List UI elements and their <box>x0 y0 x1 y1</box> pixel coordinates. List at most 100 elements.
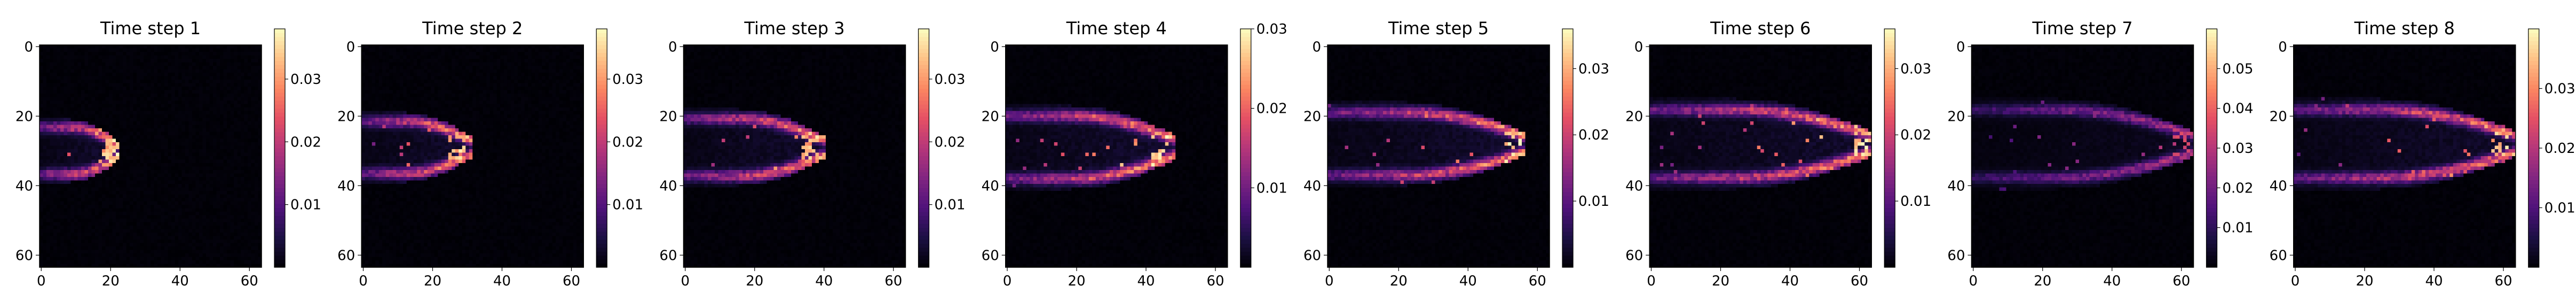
heatmap-cell <box>161 80 165 83</box>
heatmap-cell <box>140 198 144 202</box>
heatmap-cell <box>53 107 57 111</box>
heatmap-cell <box>50 56 54 59</box>
heatmap-cell <box>206 118 210 122</box>
heatmap-cell <box>407 66 410 70</box>
heatmap-cell <box>92 128 96 132</box>
heatmap-cell <box>210 97 214 101</box>
heatmap-cell <box>231 128 234 132</box>
heatmap-cell <box>238 83 241 87</box>
heatmap-cell <box>507 76 511 80</box>
heatmap-cell <box>196 125 200 129</box>
heatmap-cell <box>43 80 47 83</box>
heatmap-cell <box>220 49 224 52</box>
heatmap-cell <box>535 80 539 83</box>
heatmap-cell <box>251 257 255 261</box>
heatmap-cell <box>570 63 573 66</box>
heatmap-cell <box>192 101 196 104</box>
heatmap-cell <box>74 94 78 97</box>
heatmap-cell <box>88 202 92 205</box>
heatmap-cell <box>493 70 497 73</box>
heatmap-cell <box>43 177 47 181</box>
colorbar-swatch <box>274 124 285 128</box>
heatmap-cell <box>71 236 75 240</box>
heatmap-cell <box>147 236 151 240</box>
heatmap-cell <box>39 107 43 111</box>
heatmap-cell <box>514 83 518 87</box>
heatmap-cell <box>109 198 113 202</box>
heatmap-cell <box>213 215 217 219</box>
heatmap-cell <box>248 184 251 188</box>
heatmap-cell <box>525 56 528 59</box>
heatmap-cell <box>140 94 144 97</box>
heatmap-cell <box>486 70 490 73</box>
heatmap-cell <box>157 156 161 160</box>
heatmap-cell <box>161 94 165 97</box>
heatmap-cell <box>372 87 376 90</box>
heatmap-cell <box>244 101 248 104</box>
heatmap-cell <box>133 195 137 198</box>
heatmap-cell <box>85 174 89 177</box>
heatmap-cell <box>120 222 123 226</box>
heatmap-cell <box>161 229 165 233</box>
heatmap-cell <box>168 226 172 229</box>
heatmap-cell <box>231 66 234 70</box>
heatmap-cell <box>479 59 483 63</box>
heatmap-cell <box>224 226 227 229</box>
heatmap-cell <box>431 59 434 63</box>
heatmap-cell <box>539 80 542 83</box>
heatmap-cell <box>244 215 248 219</box>
heatmap-cell <box>127 107 130 111</box>
heatmap-cell <box>227 233 231 236</box>
heatmap-cell <box>178 174 182 177</box>
heatmap-cell <box>244 83 248 87</box>
heatmap-cell <box>144 76 147 80</box>
heatmap-cell <box>199 66 203 70</box>
heatmap-cell <box>157 236 161 240</box>
heatmap-cell <box>95 219 99 222</box>
heatmap-cell <box>144 167 147 171</box>
heatmap-cell <box>116 205 120 209</box>
heatmap-cell <box>39 229 43 233</box>
heatmap-cell <box>248 101 251 104</box>
heatmap-cell <box>455 83 459 87</box>
heatmap-cell <box>382 70 386 73</box>
colorbar-swatch <box>274 256 285 260</box>
heatmap-cell <box>120 149 123 153</box>
heatmap-cell <box>185 118 189 122</box>
heatmap-cell <box>85 243 89 247</box>
heatmap-cell <box>424 49 428 52</box>
heatmap-cell <box>476 80 480 83</box>
heatmap-cell <box>71 73 75 76</box>
heatmap-cell <box>217 212 220 215</box>
heatmap-cell <box>99 142 102 146</box>
heatmap-cell <box>161 163 165 167</box>
heatmap-cell <box>220 70 224 73</box>
heatmap-cell <box>238 240 241 243</box>
heatmap-cell <box>123 104 127 108</box>
heatmap-cell <box>161 195 165 198</box>
heatmap-cell <box>199 233 203 236</box>
heatmap-cell <box>241 107 244 111</box>
heatmap-cell <box>182 125 186 129</box>
heatmap-cell <box>161 257 165 261</box>
heatmap-cell <box>92 56 96 59</box>
heatmap-cell <box>99 94 102 97</box>
heatmap-cell <box>206 121 210 125</box>
heatmap-cell <box>210 139 214 143</box>
heatmap-cell <box>74 198 78 202</box>
heatmap-cell <box>78 87 82 90</box>
heatmap-cell <box>64 170 68 174</box>
heatmap-cell <box>203 139 207 143</box>
heatmap-cell <box>88 146 92 150</box>
heatmap-cell <box>241 121 244 125</box>
heatmap-cell <box>144 111 147 115</box>
heatmap-cell <box>88 107 92 111</box>
heatmap-cell <box>238 63 241 66</box>
heatmap-cell <box>244 205 248 209</box>
heatmap-cell <box>67 181 71 184</box>
heatmap-cell <box>514 52 518 56</box>
heatmap-cell <box>217 63 220 66</box>
heatmap-cell <box>199 101 203 104</box>
heatmap-cell <box>217 52 220 56</box>
heatmap-cell <box>120 226 123 229</box>
